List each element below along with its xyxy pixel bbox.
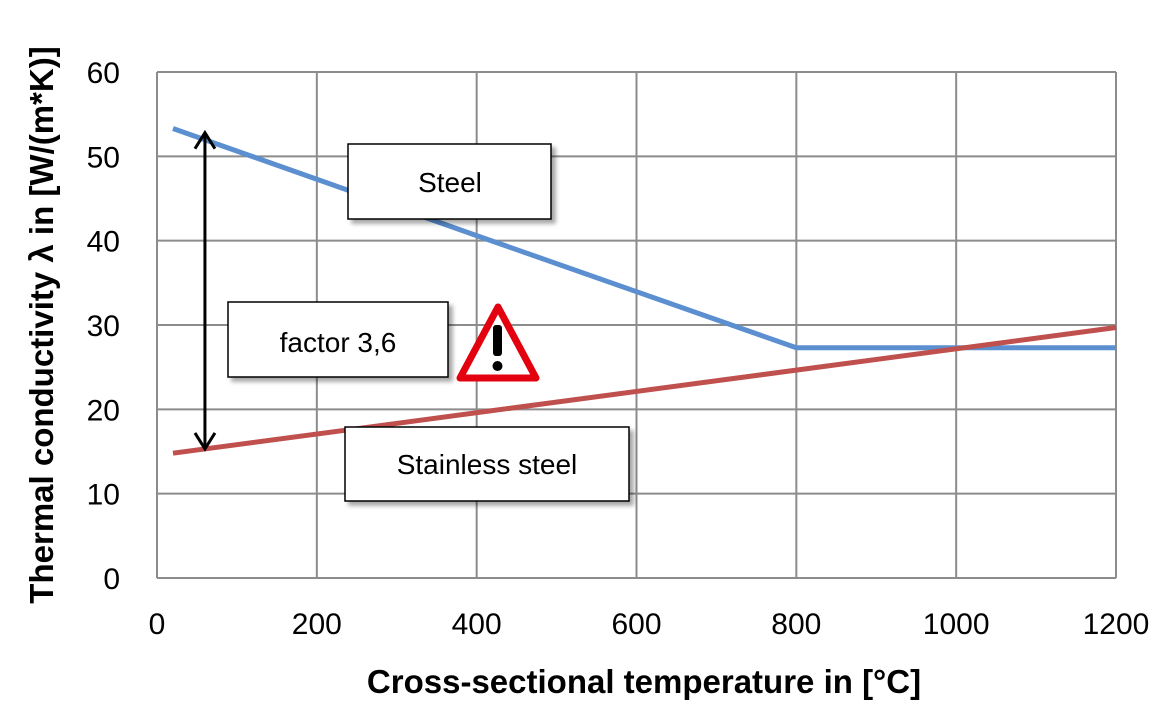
y-tick-label: 50 xyxy=(87,141,120,174)
x-tick-label: 0 xyxy=(149,608,166,641)
y-tick-label: 0 xyxy=(103,563,120,596)
x-tick-label: 1000 xyxy=(923,608,990,641)
stainless-steel-label: Stainless steel xyxy=(397,449,578,480)
y-tick-label: 10 xyxy=(87,479,120,512)
x-tick-label: 1200 xyxy=(1083,608,1150,641)
stainless-steel-label-box: Stainless steel xyxy=(344,426,630,502)
factor-label-box: factor 3,6 xyxy=(227,301,449,378)
grid xyxy=(156,71,1117,579)
factor-label: factor 3,6 xyxy=(280,327,397,358)
y-tick-label: 60 xyxy=(87,57,120,90)
y-axis-title: Thermal conductivity λ in [W/(m*K)] xyxy=(23,46,60,603)
series-lines xyxy=(172,126,1117,456)
series-line-stainless-steel xyxy=(172,325,1117,456)
arrow-head-bottom xyxy=(193,432,217,452)
arrow-head-top xyxy=(193,129,217,150)
x-axis-title: Cross-sectional temperature in [°C] xyxy=(367,663,921,700)
warning-icon xyxy=(456,303,540,382)
x-tick-label: 600 xyxy=(611,608,661,641)
x-tick-label: 200 xyxy=(292,608,342,641)
y-tick-label: 40 xyxy=(87,226,120,259)
steel-label: Steel xyxy=(418,167,482,198)
x-tick-label: 800 xyxy=(771,608,821,641)
y-tick-label: 20 xyxy=(87,394,120,427)
annotations: Steel factor 3,6 Stainless steel xyxy=(193,129,630,502)
steel-label-box: Steel xyxy=(347,143,552,220)
y-tick-label: 30 xyxy=(87,310,120,343)
x-tick-label: 400 xyxy=(452,608,502,641)
